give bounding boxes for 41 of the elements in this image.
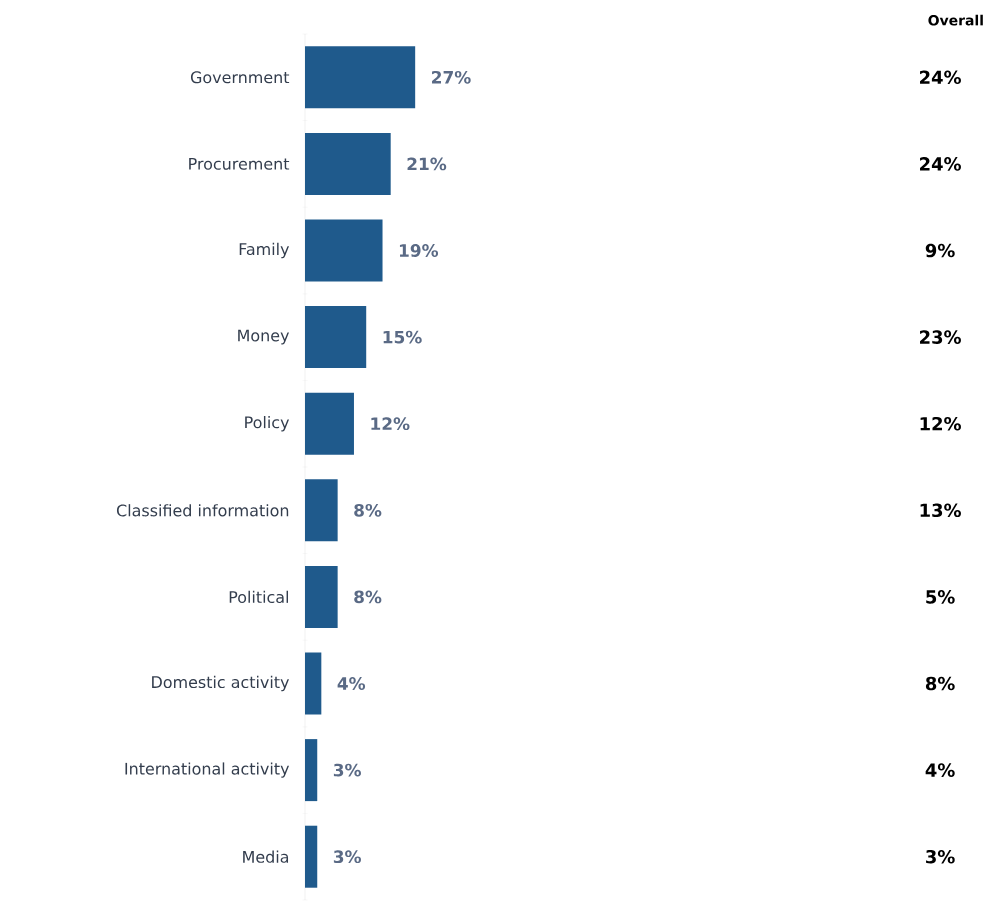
text: 13% — [920, 503, 961, 518]
text: 8% — [925, 676, 955, 691]
data-label: 4% — [337, 677, 366, 690]
y-tick-label: Government — [190, 71, 290, 84]
bar — [305, 479, 338, 542]
y-tick-label: Money — [238, 329, 290, 345]
bar — [305, 739, 318, 802]
y-tick-label: Family — [239, 242, 290, 259]
bar — [305, 46, 416, 109]
data-label: 8% — [354, 590, 382, 604]
bar — [305, 565, 338, 628]
data-label: 8% — [354, 503, 382, 517]
data-label: 19% — [399, 244, 439, 257]
data-label: 12% — [371, 417, 410, 431]
bar — [305, 652, 322, 715]
text: 9% — [925, 243, 955, 258]
y-tick-label: Media — [243, 850, 289, 863]
y-tick-label: International activity — [125, 762, 290, 778]
data-label: 3% — [333, 850, 361, 864]
text: 24% — [920, 157, 961, 171]
text: Overall — [928, 14, 983, 26]
text: 3% — [926, 849, 955, 864]
y-tick-label: Policy — [245, 415, 290, 432]
text: 5% — [926, 590, 955, 604]
data-label: 21% — [407, 157, 447, 171]
text: 23% — [920, 330, 961, 344]
y-tick-label: Procurement — [189, 157, 290, 170]
text: 12% — [920, 416, 961, 431]
bar — [305, 306, 367, 369]
bar — [305, 132, 391, 195]
data-label: 15% — [383, 330, 422, 344]
text: 4% — [925, 763, 955, 777]
y-tick-label: Classified information — [116, 504, 289, 517]
text: 24% — [920, 70, 961, 85]
bar — [305, 219, 383, 282]
data-label: 27% — [432, 70, 471, 84]
data-label: 3% — [333, 763, 361, 777]
y-tick-label: Political — [229, 590, 289, 604]
y-tick-label: Domestic activity — [152, 675, 289, 692]
bar — [305, 825, 318, 888]
bar — [305, 392, 354, 455]
